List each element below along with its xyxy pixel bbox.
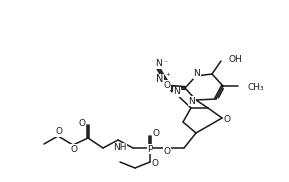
Text: O: O: [71, 145, 77, 153]
Text: OH: OH: [229, 54, 243, 64]
Text: O: O: [55, 128, 62, 136]
Text: N: N: [194, 70, 200, 78]
Text: ⁻: ⁻: [163, 58, 167, 68]
Text: +: +: [165, 72, 171, 76]
Text: NH: NH: [114, 143, 127, 153]
Text: P: P: [147, 145, 153, 153]
Text: CH₃: CH₃: [248, 82, 265, 92]
Text: O: O: [223, 114, 231, 124]
Text: O: O: [164, 80, 171, 90]
Text: O: O: [151, 159, 158, 169]
Text: N: N: [155, 60, 162, 68]
Text: N: N: [189, 96, 195, 106]
Text: O: O: [164, 147, 171, 157]
Text: O: O: [153, 130, 160, 139]
Text: N: N: [174, 88, 180, 96]
Text: N: N: [156, 74, 164, 84]
Text: O: O: [79, 118, 86, 128]
